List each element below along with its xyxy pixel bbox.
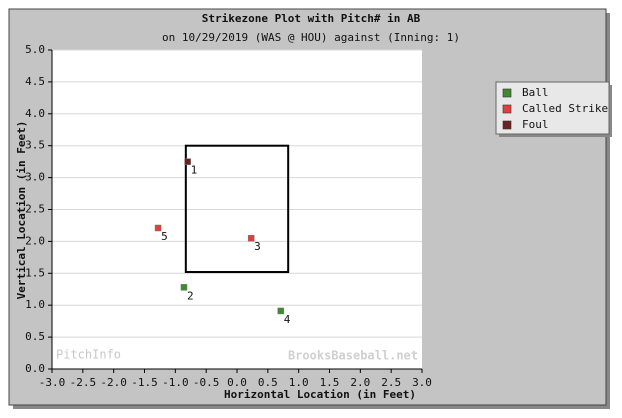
x-tick-label: -0.5 [193,376,220,389]
pitch-point [180,284,188,291]
pitch-label: 1 [191,164,198,177]
legend-label: Ball [522,86,549,99]
y-tick-label: 4.5 [25,75,45,88]
pitch-point [154,224,162,232]
x-tick-label: -3.0 [39,376,66,389]
pitch-point [277,307,285,315]
legend-box [495,81,610,135]
x-tick-label: -2.0 [100,376,127,389]
x-tick-label: 0.0 [227,376,247,389]
y-tick-label: 5.0 [25,43,45,56]
y-tick-label: 2.0 [25,234,45,247]
y-tick-label: 4.0 [25,107,45,120]
legend-swatch [502,104,512,114]
pitch-label: 3 [254,240,261,253]
y-tick-label: 3.0 [25,171,45,184]
chart-title: Strikezone Plot with Pitch# in AB [202,12,421,25]
y-tick-label: 0.5 [25,330,45,343]
legend [495,81,612,137]
y-tick-label: 1.5 [25,266,45,279]
legend-swatch [502,120,512,130]
y-tick-label: 2.5 [25,203,45,216]
pitch-label: 2 [187,289,194,302]
x-tick-label: -1.5 [131,376,158,389]
x-tick-label: 0.5 [258,376,278,389]
legend-swatch [502,88,512,98]
watermark: BrooksBaseball.net [288,349,418,363]
pitch-label: 4 [284,313,291,326]
x-tick-label: 1.5 [320,376,340,389]
x-tick-label: 2.0 [350,376,370,389]
x-tick-label: -1.0 [162,376,189,389]
y-tick-label: 1.0 [25,298,45,311]
strike-zone [184,144,290,274]
pitch-point [247,234,255,242]
x-tick-label: -2.5 [70,376,97,389]
x-tick-label: 1.0 [289,376,309,389]
pitch-label: 5 [161,230,168,243]
legend-label: Foul [522,118,549,131]
x-axis-label: Horizontal Location (in Feet) [224,388,416,401]
y-tick-label: 0.0 [25,362,45,375]
watermark: PitchInfo [56,348,121,362]
chart-subtitle: on 10/29/2019 (WAS @ HOU) against (Innin… [162,31,460,44]
y-tick-label: 3.5 [25,139,45,152]
legend-label: Called Strike [522,102,608,115]
y-axis-label: Vertical Location (in Feet) [15,121,28,300]
x-tick-label: 2.5 [381,376,401,389]
pitch-point [184,158,191,165]
x-tick-label: 3.0 [412,376,432,389]
